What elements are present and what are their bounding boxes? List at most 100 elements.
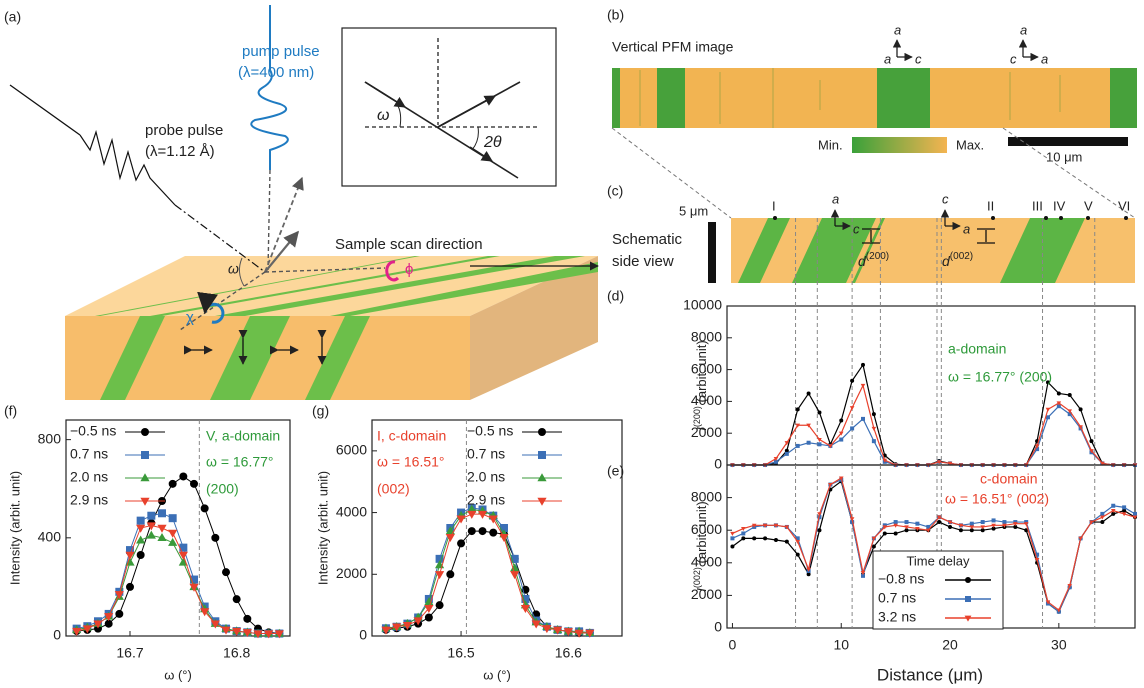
marker [850,520,855,525]
colorbar [852,137,947,153]
marker [904,520,909,525]
y-tick-label: 400 [38,529,62,545]
marker [936,460,942,465]
pfm-title: Vertical PFM image [612,39,734,55]
marker [434,571,445,580]
panel-label: (f) [4,403,17,419]
legend-label: 0.7 ns [878,590,916,606]
marker [1132,515,1138,520]
marker [965,577,971,583]
chi-rotation [197,291,225,324]
y-tick-label: 6000 [691,521,722,537]
zoom-line [1002,127,1136,219]
marker [741,536,746,541]
scale-bar [708,222,716,283]
marker [849,517,855,522]
spacing-markers [862,228,995,244]
inset-two-theta: 2θ [483,134,502,151]
chart: 0 2000 4000 6000 8000 10000 a-domain ω = 16.77°… [683,218,1138,472]
y-axis-label-symbol: I [694,588,709,592]
zoom-line [611,127,732,219]
marker [1045,600,1051,605]
omega-label: ω [228,261,239,277]
panel-label: (a) [4,9,21,25]
marker [243,614,252,623]
marker [958,523,964,528]
marker [850,426,855,431]
chi-label: χ [186,309,194,326]
diffracted-beam [264,176,304,273]
marker [179,543,188,552]
marker [126,546,134,555]
marker [1002,523,1007,528]
marker [435,554,444,563]
marker [520,605,531,614]
position-dots-part [1044,216,1048,220]
marker [445,534,455,543]
marker [763,536,768,541]
marker [882,458,888,463]
marker [274,630,284,639]
marker [795,536,800,541]
marker [1013,524,1018,529]
schematic-c: Schematic side view 5 μm I II III IV V V… [612,191,1135,283]
marker [146,522,156,531]
axis-letter: a [894,22,901,37]
panel-label: (c) [607,183,623,199]
phi-label: ϕ [405,261,413,278]
pfm-domains [612,68,1137,128]
marker [200,504,209,513]
marker [510,563,520,572]
marker [499,534,509,543]
annotation: c-domain [980,471,1038,487]
legend-label: 3.2 ns [878,609,916,625]
marker [1067,584,1073,589]
marker [850,378,855,383]
marker [104,619,113,628]
marker [795,540,801,545]
phi-axis [264,267,386,273]
pfm-image [612,68,1137,128]
marker [1100,461,1105,466]
marker [882,523,887,528]
position-label: III [1032,198,1043,213]
side-domains-part [738,218,790,283]
marker [1121,512,1127,517]
marker [1067,412,1072,417]
position-label: I [772,198,776,213]
marker [125,551,135,560]
inset-beam [437,95,496,128]
chart: 0 2000 4000 6000 16.5 16.6 I, c-domain ω = 16.5… [315,419,623,682]
y-tick-label: 6000 [691,360,722,376]
marker [806,423,811,428]
marker [762,523,768,528]
y-tick-label: 0 [714,456,722,472]
marker [136,516,145,525]
pump-wavelength: (λ=400 nm) [238,64,314,81]
scan-label: Sample scan direction [335,236,483,253]
marker [157,524,167,533]
domain-stripes-part [95,256,420,316]
marker [882,525,888,530]
marker [1002,520,1007,525]
marker [871,426,877,431]
domain-stripes-part [305,316,370,400]
marker [1078,407,1083,412]
domain-stripes-part [330,262,598,316]
marker [93,620,103,629]
marker [1111,511,1116,516]
marker [817,442,822,447]
y-axis-label: I(002) (arbit. unit) [692,501,709,591]
marker [828,444,833,449]
marker [947,461,953,466]
marker [948,524,953,529]
marker [958,528,963,533]
marker [499,524,508,532]
chart: 0 2000 4000 6000 8000 0 10 20 30 c-domain ω = 16.5… [691,464,1138,684]
spacing-label-part: d [858,253,867,269]
probe-wavelength: (λ=1.12 Å) [145,143,215,160]
y-tick-label: 8000 [691,488,722,504]
marker [126,582,134,591]
plot-frame [65,419,291,637]
marker [871,536,877,541]
